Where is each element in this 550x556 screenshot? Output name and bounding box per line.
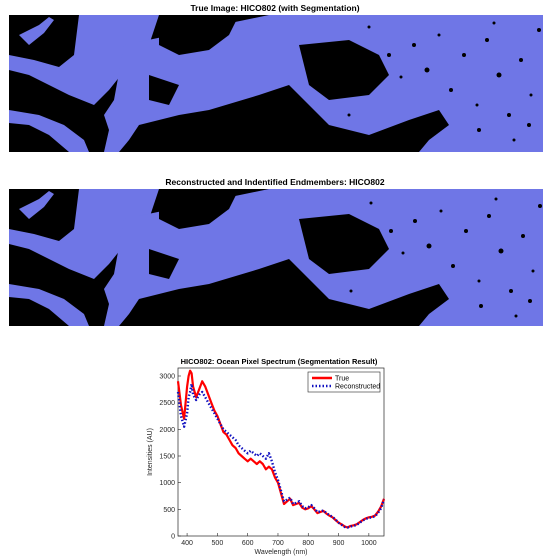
legend-true-label: True <box>335 376 349 383</box>
true-image-map <box>9 15 543 152</box>
x-tick-label: 500 <box>212 540 224 547</box>
x-tick-label: 400 <box>181 540 193 547</box>
x-tick-label: 800 <box>302 540 314 547</box>
y-tick-label: 1500 <box>159 454 175 461</box>
y-tick-label: 2000 <box>159 427 175 434</box>
plot-area <box>177 367 385 537</box>
x-tick-label: 700 <box>272 540 284 547</box>
middle-panel-title: Reconstructed and Indentified Endmembers… <box>165 177 385 187</box>
x-tick-label: 600 <box>242 540 254 547</box>
map-speckles <box>347 21 541 142</box>
x-axis-label: Wavelength (nm) <box>254 549 307 556</box>
y-tick-label: 1000 <box>159 480 175 487</box>
map-speckles <box>349 197 542 318</box>
chart-title: HICO802: Ocean Pixel Spectrum (Segmentat… <box>181 357 378 366</box>
x-tick-label: 1000 <box>361 540 377 547</box>
map-land-features <box>9 189 389 304</box>
y-tick-label: 3000 <box>159 374 175 381</box>
series-lines <box>176 369 386 529</box>
x-axis-ticks: 400 500 600 700 800 900 1000 <box>181 533 377 547</box>
y-tick-label: 500 <box>163 507 175 514</box>
y-tick-label: 0 <box>171 534 175 541</box>
map-land-features <box>9 15 389 130</box>
x-tick-label: 900 <box>333 540 345 547</box>
series-line-reconstructed <box>176 382 386 529</box>
legend: True Reconstructed <box>307 371 381 393</box>
legend-reconstructed-label: Reconstructed <box>335 384 380 391</box>
top-panel-title: True Image: HICO802 (with Segmentation) <box>190 3 360 13</box>
y-tick-label: 2500 <box>159 400 175 407</box>
reconstructed-image-map <box>9 189 543 326</box>
y-axis-label: Intensities (AU) <box>147 428 154 476</box>
